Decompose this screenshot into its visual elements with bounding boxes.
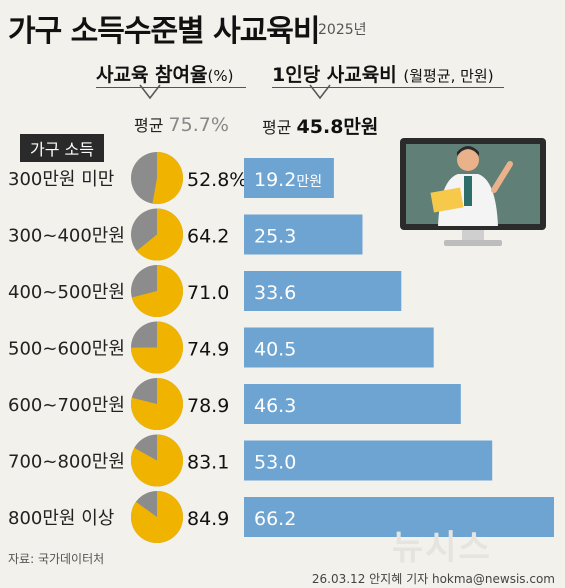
year-label: 2025년 — [318, 22, 367, 38]
spending-unit: (월평균, 만원) — [403, 67, 494, 85]
pie-slice — [130, 491, 183, 543]
participation-value: 74.9 — [187, 339, 229, 361]
spending-bar — [244, 158, 334, 198]
participation-value: 83.1 — [187, 452, 229, 474]
chart-title: 가구 소득수준별 사교육비 — [8, 14, 320, 49]
pie-slice — [131, 434, 184, 487]
participation-value: 78.9 — [187, 395, 229, 417]
spending-bar — [244, 384, 461, 424]
pie-slice — [131, 264, 184, 317]
category-label: 600~700만원 — [8, 395, 125, 416]
monitor-stand — [444, 240, 502, 246]
avg-participation-value: 75.7% — [168, 114, 229, 136]
spending-value: 19.2만원 — [254, 169, 322, 191]
category-label: 400~500만원 — [8, 282, 125, 303]
participation-value: 64.2 — [187, 226, 229, 248]
participation-value: 71.0 — [187, 282, 229, 304]
participation-value: 52.8% — [187, 169, 247, 191]
spending-bar — [244, 214, 363, 255]
spending-value: 33.6 — [254, 282, 296, 304]
teacher-monitor-illustration — [400, 138, 546, 246]
category-label: 700~800만원 — [8, 452, 125, 473]
participation-unit: (%) — [207, 67, 234, 85]
spending-bar — [244, 440, 493, 481]
pie-slice — [131, 378, 184, 430]
category-label: 300~400만원 — [8, 226, 125, 247]
spending-value: 46.3 — [254, 395, 296, 417]
participation-tail — [139, 84, 161, 100]
teacher-head — [457, 149, 479, 171]
pie-slice — [131, 321, 183, 374]
book-icon — [430, 187, 464, 213]
avg-participation: 평균 75.7% — [134, 112, 229, 136]
spending-value: 66.2 — [254, 508, 296, 530]
pie-slice — [136, 208, 183, 261]
spending-unit-label: 만원 — [296, 174, 322, 190]
spending-value: 25.3 — [254, 226, 296, 248]
avg-spending-label: 평균 — [262, 118, 292, 137]
source-note: 자료: 국가데이터처 — [8, 552, 105, 566]
spending-bar — [244, 271, 402, 311]
participation-header-text: 사교육 참여율 — [96, 64, 208, 86]
category-label: 800만원 이상 — [8, 508, 114, 529]
spending-value: 40.5 — [254, 339, 296, 361]
participation-value: 84.9 — [187, 508, 229, 530]
participation-header: 사교육 참여율(%) — [96, 60, 246, 88]
spending-bar — [244, 327, 434, 368]
teacher-arm — [491, 161, 513, 193]
watermark: 뉴시스 — [392, 528, 492, 568]
teacher-tie — [464, 176, 472, 206]
spending-header: 1인당 사교육비 (월평균, 만원) — [272, 60, 504, 88]
spending-value: 53.0 — [254, 452, 296, 474]
avg-spending-value: 45.8만원 — [296, 116, 379, 138]
monitor-neck — [462, 230, 484, 240]
category-header: 가구 소득 — [20, 134, 104, 162]
category-label: 300만원 미만 — [8, 169, 114, 190]
category-label: 500~600만원 — [8, 339, 125, 360]
spending-bar — [244, 497, 554, 537]
pie-slice — [152, 152, 183, 205]
credit-line: 26.03.12 안지혜 기자 hokma@newsis.com — [311, 572, 555, 586]
spending-tail — [309, 84, 331, 100]
avg-spending: 평균 45.8만원 — [262, 112, 378, 139]
spending-header-text: 1인당 사교육비 — [272, 64, 397, 86]
teacher-hair — [457, 146, 479, 156]
avg-participation-label: 평균 — [134, 116, 164, 135]
